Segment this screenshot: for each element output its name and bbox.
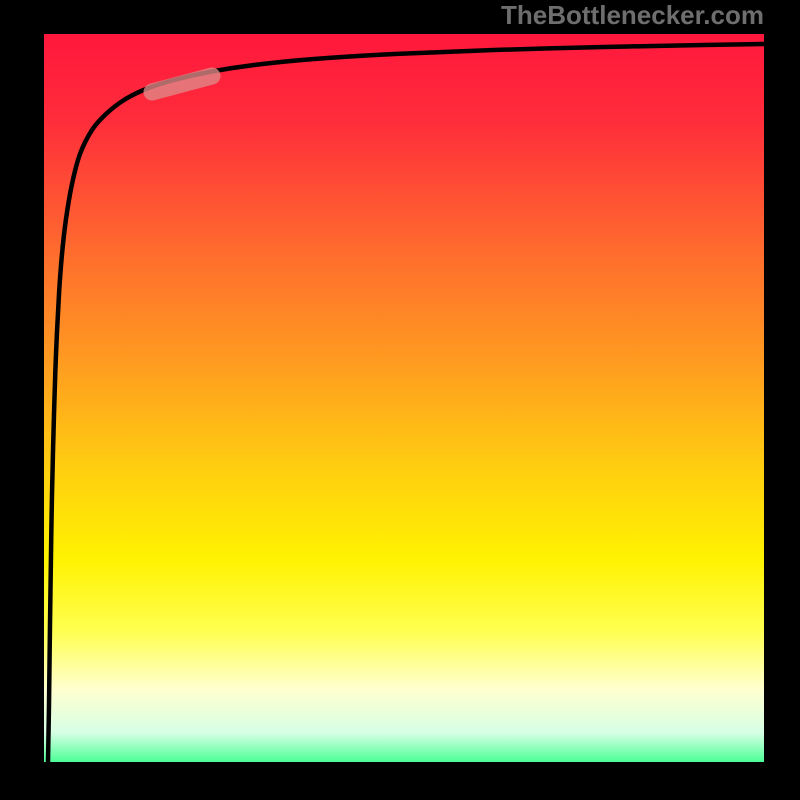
chart-frame: TheBottlenecker.com [0,0,800,800]
curve-layer [44,34,764,762]
watermark-text: TheBottlenecker.com [501,0,764,31]
plot-area [44,34,764,762]
highlight-segment [152,76,212,92]
bottleneck-curve [48,44,764,762]
